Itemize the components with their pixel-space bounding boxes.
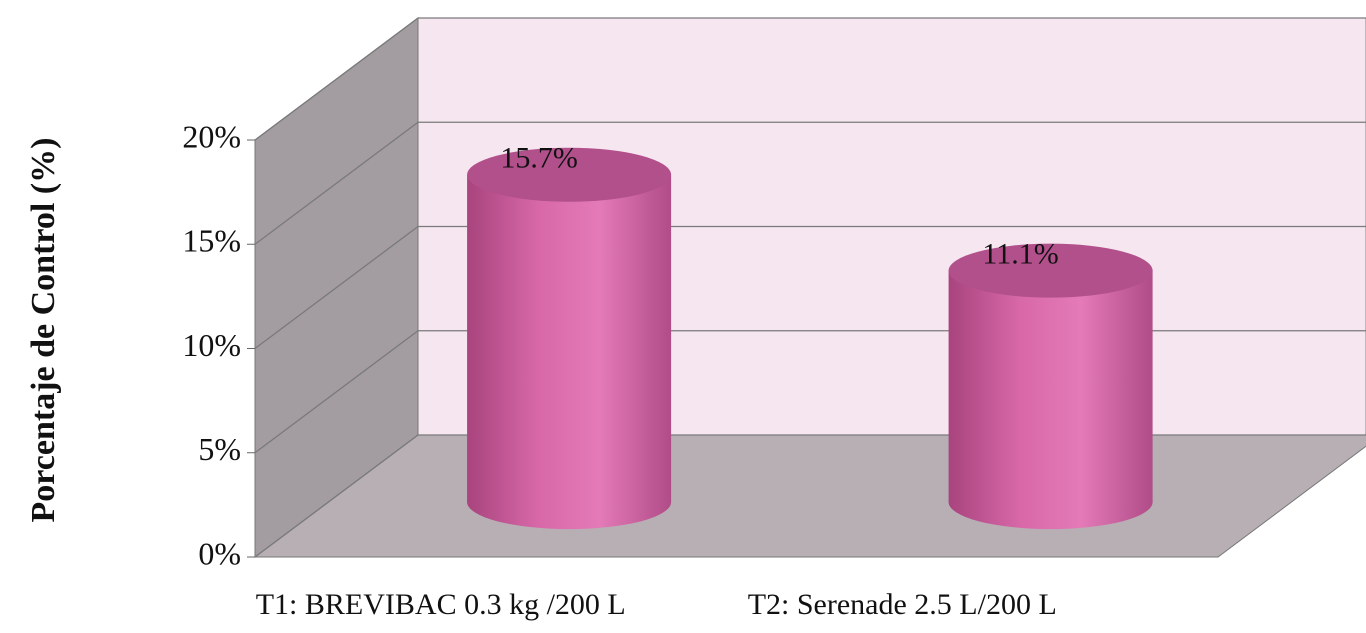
cylinder-top: [948, 243, 1153, 298]
floor: [253, 434, 1366, 558]
value-label: 15.7%: [500, 142, 578, 175]
y-tick-label: 20%: [182, 118, 241, 154]
x-tick-label: T2: Serenade 2.5 L/200 L: [748, 588, 1057, 621]
grid-line: [254, 225, 1366, 350]
cylinder-top: [467, 147, 672, 202]
y-tick-label: 15%: [182, 223, 241, 259]
y-tick-label: 10%: [182, 327, 241, 363]
value-label: 11.1%: [982, 238, 1058, 271]
y-tick-label: 5%: [198, 431, 241, 467]
x-tick-label: T1: BREVIBAC 0.3 kg /200 L: [256, 588, 626, 621]
y-tick-label: 0%: [198, 535, 241, 571]
grid-line: [254, 17, 1366, 141]
cylinder-body: [467, 174, 672, 503]
y-axis-title: Porcentaje de Control (%): [25, 138, 62, 523]
grid-line: [254, 121, 1366, 245]
cylinder-body: [948, 270, 1153, 503]
